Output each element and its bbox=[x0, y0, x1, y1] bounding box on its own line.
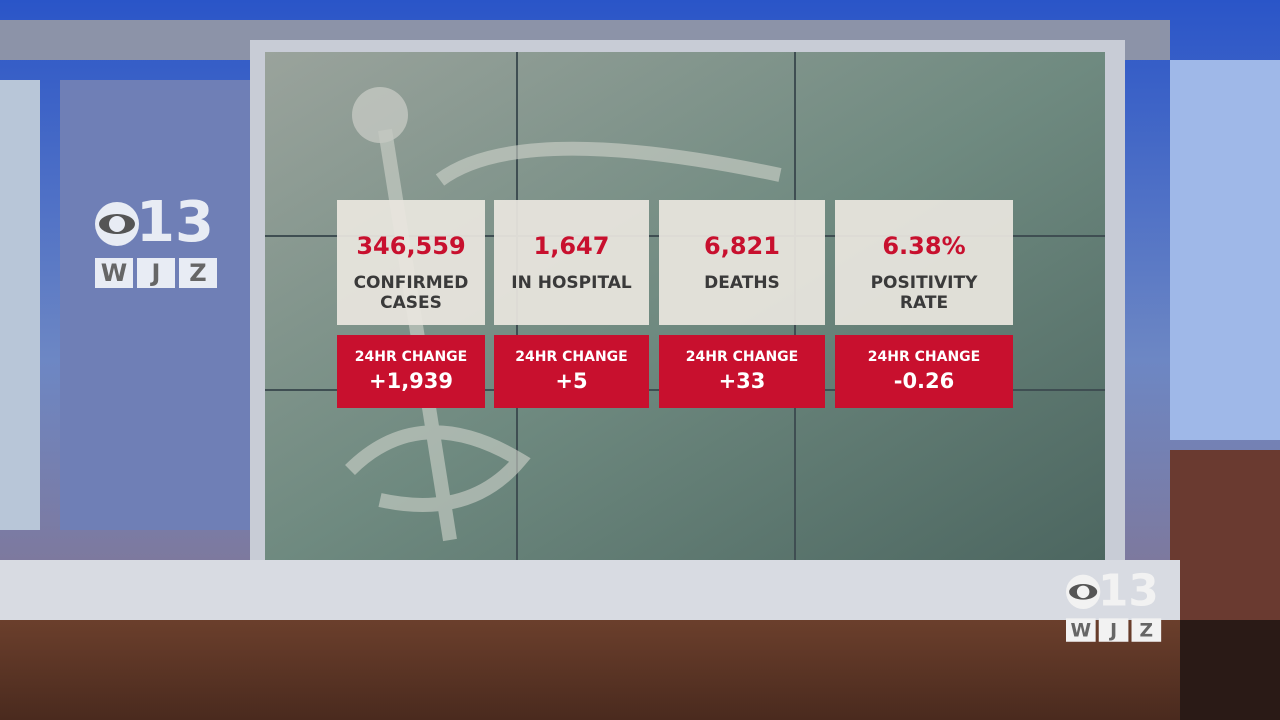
stage-rail bbox=[0, 560, 1180, 620]
change-value: +5 bbox=[555, 369, 587, 393]
change-card bbox=[494, 335, 649, 408]
floor bbox=[0, 620, 1180, 720]
call-letter-box bbox=[1098, 618, 1129, 642]
call-letter-box bbox=[179, 258, 217, 288]
change-label: 24HR CHANGE bbox=[355, 349, 467, 365]
call-letter: J bbox=[1108, 620, 1117, 641]
stat-card bbox=[337, 200, 485, 325]
stat-card bbox=[835, 200, 1013, 325]
change-card bbox=[337, 335, 485, 408]
stat-label: CASES bbox=[380, 293, 442, 313]
cbs-pupil bbox=[1076, 585, 1090, 599]
stat-value: 6.38% bbox=[882, 232, 965, 260]
stat-card bbox=[659, 200, 825, 325]
cbs-pupil bbox=[109, 216, 125, 232]
stat-value: 6,821 bbox=[704, 232, 780, 260]
change-label: 24HR CHANGE bbox=[515, 349, 627, 365]
call-letter-box bbox=[1066, 618, 1096, 642]
logo-panel bbox=[60, 80, 250, 530]
change-label: 24HR CHANGE bbox=[868, 349, 980, 365]
caduceus-orb bbox=[352, 87, 408, 143]
side-screen bbox=[0, 80, 40, 530]
change-card bbox=[659, 335, 825, 408]
side-panel bbox=[1170, 450, 1280, 620]
change-value: +1,939 bbox=[369, 369, 453, 393]
change-label: 24HR CHANGE bbox=[686, 349, 798, 365]
call-letter: Z bbox=[189, 259, 206, 287]
call-letter: W bbox=[1070, 620, 1091, 641]
stat-label: POSITIVITY bbox=[871, 273, 978, 293]
stat-label: DEATHS bbox=[704, 273, 780, 293]
stat-label: IN HOSPITAL bbox=[511, 273, 632, 293]
side-panel bbox=[1170, 60, 1280, 440]
stat-value: 346,559 bbox=[356, 232, 465, 260]
station-watermark: 13 W J Z bbox=[1066, 565, 1162, 642]
call-letter-box bbox=[1131, 618, 1162, 642]
change-card bbox=[835, 335, 1013, 408]
change-value: +33 bbox=[719, 369, 766, 393]
call-letter: Z bbox=[1140, 620, 1154, 641]
logo-number: 13 bbox=[1098, 565, 1159, 616]
station-logo: 13 W J Z bbox=[95, 190, 217, 288]
call-letter: J bbox=[150, 259, 161, 287]
stat-card bbox=[494, 200, 649, 325]
stat-value: 1,647 bbox=[534, 232, 610, 260]
call-letter-box bbox=[137, 258, 175, 288]
logo-number: 13 bbox=[136, 190, 214, 255]
call-letter: W bbox=[101, 259, 127, 287]
stat-label: CONFIRMED bbox=[354, 273, 469, 293]
stat-label: RATE bbox=[900, 293, 948, 313]
floor-edge bbox=[1180, 620, 1280, 720]
call-letter-box bbox=[95, 258, 133, 288]
change-value: -0.26 bbox=[894, 369, 955, 393]
